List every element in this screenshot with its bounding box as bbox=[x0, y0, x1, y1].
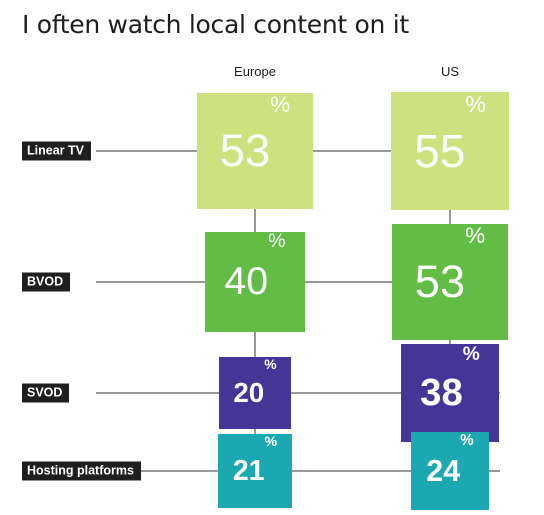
percent-sign: % bbox=[270, 91, 291, 117]
value-label: 21 bbox=[232, 454, 265, 487]
value-box-europe-linear-tv: 53% bbox=[197, 93, 313, 209]
row-label-bvod: BVOD bbox=[22, 272, 71, 292]
row-label-linear-tv: Linear TV bbox=[22, 141, 91, 161]
percent-sign: % bbox=[264, 355, 277, 372]
value-label: 20 bbox=[233, 377, 265, 409]
percent-sign: % bbox=[460, 431, 474, 449]
value-label: 38 bbox=[420, 370, 463, 414]
value-box-us-hosting-platforms: 24% bbox=[410, 431, 490, 511]
value-box-europe-hosting-platforms: 21% bbox=[218, 434, 292, 508]
value-label: 55 bbox=[414, 124, 466, 177]
percent-sign: % bbox=[465, 222, 486, 248]
value-label: 40 bbox=[224, 259, 269, 304]
percent-sign: % bbox=[462, 343, 480, 365]
value-label: 53 bbox=[219, 125, 271, 177]
value-label: 24 bbox=[426, 453, 461, 488]
column-header-us: US bbox=[440, 64, 460, 79]
value-label: 53 bbox=[414, 256, 466, 308]
value-box-europe-svod: 20% bbox=[219, 355, 291, 429]
percent-sign: % bbox=[264, 434, 278, 451]
value-box-us-svod: 38% bbox=[400, 343, 500, 443]
row-label-hosting-platforms: Hosting platforms bbox=[22, 461, 141, 481]
percent-sign: % bbox=[268, 230, 286, 253]
value-box-europe-bvod: 40% bbox=[204, 230, 306, 333]
column-header-europe: Europe bbox=[234, 64, 276, 79]
row-label-svod: SVOD bbox=[22, 383, 70, 403]
chart-title: I often watch local content on it bbox=[22, 10, 409, 39]
value-box-us-bvod: 53% bbox=[392, 224, 508, 340]
percent-sign: % bbox=[465, 90, 486, 117]
value-box-us-linear-tv: 55% bbox=[390, 90, 510, 211]
